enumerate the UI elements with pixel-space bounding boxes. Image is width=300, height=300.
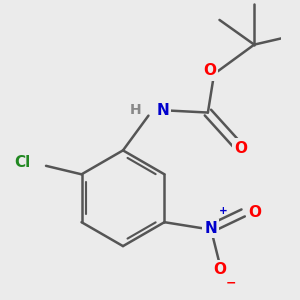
Text: O: O: [234, 141, 247, 156]
Text: O: O: [248, 206, 261, 220]
Text: N: N: [156, 103, 169, 118]
Text: −: −: [226, 276, 236, 289]
Text: +: +: [219, 206, 227, 216]
Text: O: O: [214, 262, 226, 277]
Text: Cl: Cl: [14, 155, 31, 170]
Text: O: O: [203, 63, 216, 78]
Text: H: H: [130, 103, 142, 117]
Text: N: N: [204, 221, 217, 236]
